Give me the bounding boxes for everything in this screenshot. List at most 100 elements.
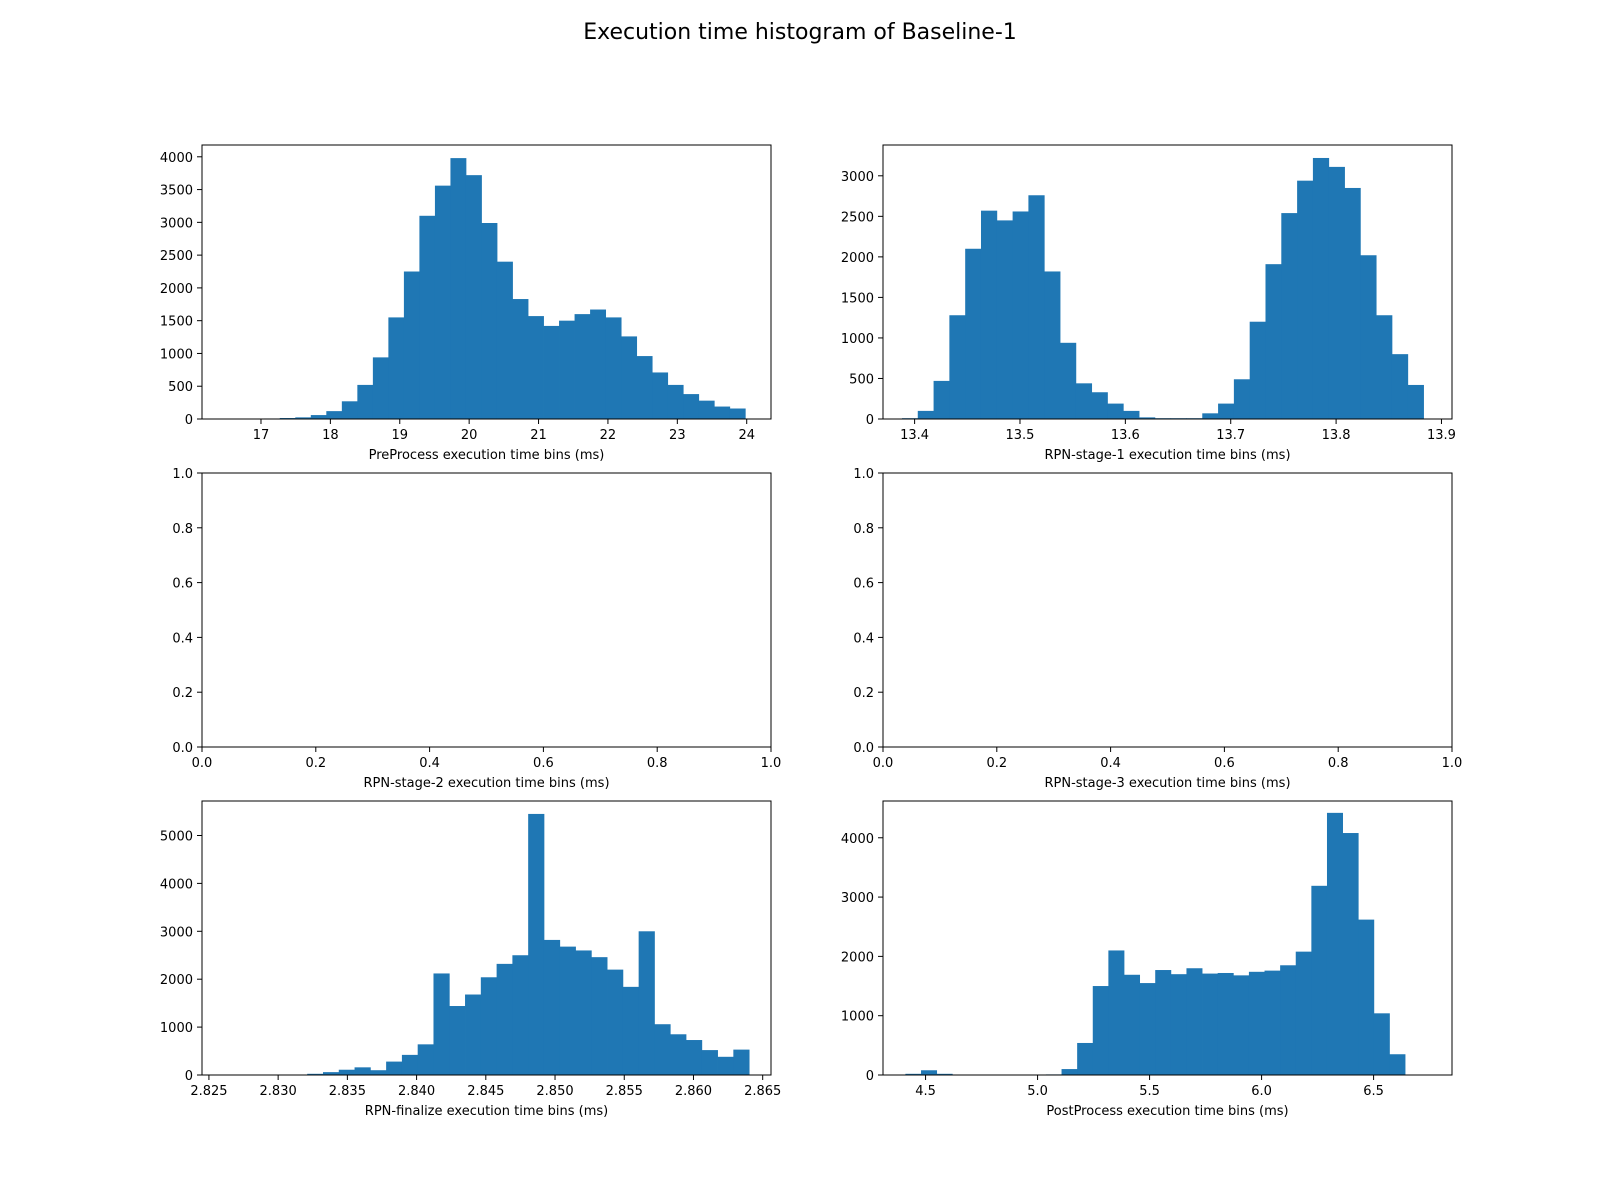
x-tick-label: 2.860 <box>675 1084 712 1099</box>
histogram-bar <box>1360 255 1377 419</box>
y-tick-label: 500 <box>168 380 193 395</box>
histogram-bar <box>465 994 482 1075</box>
x-tick-label: 13.4 <box>900 428 929 443</box>
x-tick-label: 2.850 <box>536 1084 573 1099</box>
histogram-bar <box>1358 919 1375 1075</box>
histogram-bar <box>1326 812 1343 1075</box>
y-tick-label: 1000 <box>160 347 193 362</box>
x-tick-label: 2.840 <box>398 1084 435 1099</box>
histogram-bar <box>949 315 966 419</box>
histogram-bar <box>590 309 607 419</box>
subplot-3: 0.0 0.2 0.4 0.6 0.8 1.0 0.0 0.2 0.4 0.6 0.8 1.0 RPN-… <box>172 467 781 791</box>
histogram-bar <box>481 223 498 419</box>
histogram-bar <box>905 1073 922 1075</box>
x-tick-label: 2.865 <box>744 1084 781 1099</box>
y-tick-label: 0 <box>866 1069 874 1084</box>
histogram-bar <box>1391 354 1409 419</box>
axes-frame <box>882 800 1453 1076</box>
x-tick-label: 23 <box>669 428 686 443</box>
y-tick-label: 2500 <box>160 249 193 264</box>
y-tick-label: 1500 <box>160 315 193 330</box>
x-tick-label: 2.830 <box>260 1084 297 1099</box>
histogram-bar <box>933 380 950 419</box>
histogram-bar <box>917 410 934 419</box>
histogram-bar <box>1344 187 1361 419</box>
histogram-bar <box>1123 410 1140 419</box>
figure-title: Execution time histogram of Baseline-1 <box>583 20 1017 45</box>
histogram-bar <box>1061 1069 1078 1075</box>
y-tick-label: 0 <box>185 1069 193 1084</box>
y-tick-label: 0 <box>866 413 874 428</box>
histogram-bar <box>1092 986 1109 1075</box>
histogram-bar <box>621 336 638 419</box>
histogram-bar <box>1108 950 1125 1075</box>
histogram-bar <box>591 957 608 1075</box>
y-tick-label: 2000 <box>841 950 874 965</box>
histogram-bar <box>1373 1013 1390 1075</box>
histogram-bar <box>667 384 684 419</box>
histogram-bar <box>921 1070 938 1075</box>
histogram-bar <box>1217 972 1234 1075</box>
histogram-bar <box>1264 970 1281 1075</box>
histogram-bar <box>372 357 389 419</box>
x-tick-label: 21 <box>530 428 547 443</box>
histogram-bar <box>636 356 653 419</box>
histogram-bar <box>1297 180 1314 419</box>
subplot-4: 0.0 0.2 0.4 0.6 0.8 1.0 0.0 0.2 0.4 0.6 0.8 1.0 RPN-… <box>853 467 1462 791</box>
y-tick-label: 3000 <box>160 925 193 940</box>
axes-frame <box>882 144 1453 420</box>
histogram-bar <box>1155 970 1172 1075</box>
y-tick-label: 5000 <box>160 829 193 844</box>
y-tick-label: 0.0 <box>172 741 193 756</box>
histogram-bar <box>1107 403 1124 419</box>
histogram-bar <box>480 977 497 1075</box>
histogram-bar <box>575 950 592 1075</box>
histogram-bar <box>1233 379 1251 419</box>
x-tick-label: 5.0 <box>1027 1084 1048 1099</box>
histogram-bar <box>980 210 998 419</box>
histogram-bar <box>683 394 700 419</box>
y-tick-label: 3000 <box>841 891 874 906</box>
histogram-bar <box>1044 271 1061 419</box>
histogram-bar <box>559 946 576 1075</box>
x-tick-label: 0.2 <box>305 756 326 771</box>
histogram-bar <box>733 1049 750 1075</box>
x-tick-label: 0.2 <box>986 756 1007 771</box>
histogram-bar <box>1124 974 1141 1075</box>
axes-frame <box>201 144 772 420</box>
histogram-bar <box>607 969 624 1075</box>
x-tick-label: 1.0 <box>761 756 782 771</box>
x-tick-label: 0.4 <box>1100 756 1121 771</box>
histogram-bar <box>543 939 561 1075</box>
histogram-bar <box>717 1056 734 1075</box>
histogram-bar <box>310 415 327 419</box>
histogram-bar <box>434 185 451 419</box>
y-tick-label: 3000 <box>160 216 193 231</box>
histogram-bar <box>1328 166 1345 419</box>
histogram-bar <box>307 1073 324 1075</box>
y-tick-label: 0 <box>185 413 193 428</box>
x-tick-label: 13.6 <box>1111 428 1140 443</box>
histogram-bar <box>996 220 1014 419</box>
y-tick-label: 3500 <box>160 184 193 199</box>
histogram-bar <box>295 417 312 419</box>
y-tick-label: 0.8 <box>172 522 193 537</box>
histogram-bar <box>1186 968 1203 1075</box>
x-tick-label: 0.4 <box>419 756 440 771</box>
histogram-bar <box>388 317 405 419</box>
histogram-bar <box>1202 413 1219 419</box>
x-tick-label: 20 <box>461 428 478 443</box>
histogram-bar <box>512 299 529 419</box>
histogram-bar <box>605 317 622 419</box>
x-tick-label: 13.5 <box>1006 428 1035 443</box>
histogram-bar <box>357 384 374 419</box>
histogram-bar <box>1233 975 1250 1075</box>
histogram-bar <box>652 372 669 419</box>
x-tick-label: 22 <box>600 428 617 443</box>
histogram-bar <box>338 1069 355 1075</box>
histogram-bar <box>670 1034 687 1075</box>
histogram-bar <box>341 401 358 419</box>
subplot-6: 4.5 5.0 5.5 6.0 6.5 0 1000 2000 3000 4000 PostProc… <box>841 800 1453 1119</box>
y-tick-label: 4000 <box>160 877 193 892</box>
y-tick-label: 0.2 <box>172 686 193 701</box>
